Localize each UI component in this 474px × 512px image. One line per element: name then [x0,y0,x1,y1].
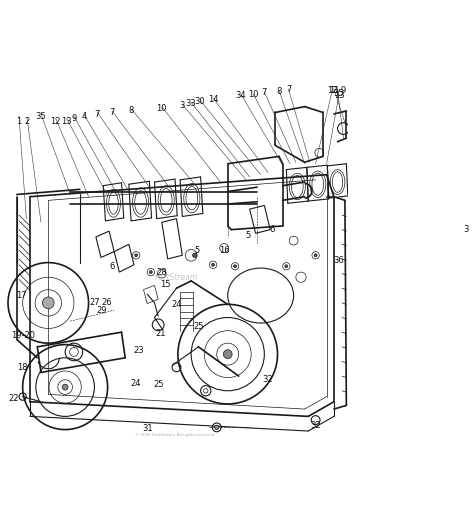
Text: 7: 7 [95,110,100,119]
Text: 27: 27 [89,298,100,307]
Text: 22: 22 [9,394,19,402]
Text: 28: 28 [156,268,167,276]
Text: 25: 25 [193,322,204,331]
Text: 35: 35 [36,112,46,121]
Text: 32: 32 [263,375,273,385]
Circle shape [135,254,137,257]
Text: 24: 24 [171,300,182,309]
Text: 1: 1 [17,117,22,126]
Circle shape [211,263,215,266]
Text: 24: 24 [130,379,141,388]
Text: 12: 12 [327,86,337,95]
Text: 7: 7 [286,86,291,94]
Text: 3: 3 [180,101,185,110]
Text: 12: 12 [50,117,61,126]
Circle shape [215,425,219,430]
Text: 7: 7 [109,108,115,117]
Text: 36: 36 [334,256,345,265]
Text: © 2005 PartStream All rights reserved: © 2005 PartStream All rights reserved [135,433,214,437]
Circle shape [43,297,54,309]
Text: 13: 13 [61,117,72,126]
Text: 10: 10 [156,104,167,113]
Text: 2: 2 [25,117,30,126]
Text: 29: 29 [97,306,107,315]
Text: 30: 30 [195,97,205,106]
Text: 19-20: 19-20 [11,331,35,340]
Text: PartStream: PartStream [155,273,198,282]
Text: 21: 21 [155,329,165,338]
Text: 26: 26 [101,298,112,307]
Text: 13: 13 [334,91,344,100]
Text: 34: 34 [236,91,246,100]
Text: 32: 32 [310,421,321,431]
Text: 6: 6 [269,225,274,234]
Circle shape [234,265,237,268]
Text: 18: 18 [18,363,28,372]
Text: 16: 16 [219,246,229,254]
Text: 23: 23 [133,346,144,355]
Circle shape [285,265,288,268]
Text: 14: 14 [208,95,219,104]
Circle shape [192,253,197,258]
Circle shape [149,271,152,273]
Text: 3: 3 [463,225,468,234]
Text: 8: 8 [276,87,282,96]
Circle shape [223,350,232,358]
Text: 25: 25 [153,380,164,390]
Circle shape [62,384,68,390]
Text: 5: 5 [246,231,251,240]
Circle shape [314,254,317,257]
Text: 5: 5 [194,246,200,254]
Text: 33: 33 [186,99,197,108]
Text: 9: 9 [71,114,77,123]
Text: 9: 9 [341,86,346,95]
Text: 4: 4 [82,112,87,121]
Text: 6: 6 [109,262,115,271]
Text: 35: 35 [334,89,344,98]
Text: 17: 17 [16,291,27,300]
Text: 31: 31 [143,424,153,433]
Text: 11: 11 [328,86,339,95]
Text: 10: 10 [248,91,259,99]
Text: 15: 15 [160,280,171,289]
Text: 8: 8 [128,106,134,116]
Text: 7: 7 [262,88,267,97]
